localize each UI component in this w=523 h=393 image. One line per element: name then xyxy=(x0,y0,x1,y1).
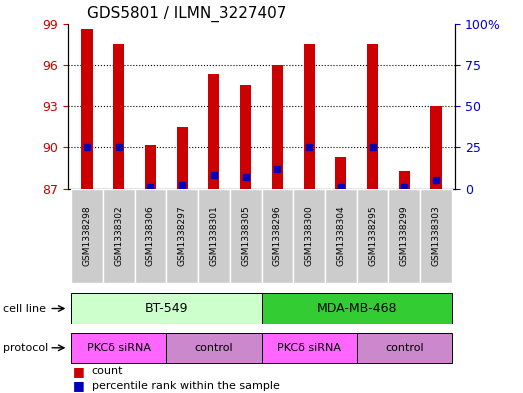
Text: protocol: protocol xyxy=(3,343,48,353)
Bar xyxy=(430,106,441,189)
Text: GSM1338295: GSM1338295 xyxy=(368,206,377,266)
Bar xyxy=(262,333,357,363)
Bar xyxy=(145,145,156,189)
Bar xyxy=(198,189,230,283)
Bar xyxy=(357,333,452,363)
Bar xyxy=(367,44,378,189)
Bar xyxy=(71,333,166,363)
Bar xyxy=(420,189,452,283)
Text: GSM1338306: GSM1338306 xyxy=(146,206,155,266)
Bar xyxy=(293,189,325,283)
Bar xyxy=(177,127,188,189)
Bar xyxy=(272,65,283,189)
Text: MDA-MB-468: MDA-MB-468 xyxy=(316,302,397,315)
Bar xyxy=(230,189,262,283)
Text: GSM1338304: GSM1338304 xyxy=(336,206,345,266)
Text: percentile rank within the sample: percentile rank within the sample xyxy=(92,381,279,391)
Text: GSM1338297: GSM1338297 xyxy=(178,206,187,266)
Bar xyxy=(389,189,420,283)
Text: GSM1338305: GSM1338305 xyxy=(241,206,250,266)
Bar xyxy=(357,189,389,283)
Text: count: count xyxy=(92,366,123,376)
Bar xyxy=(71,294,262,323)
Bar xyxy=(71,189,103,283)
Text: GSM1338298: GSM1338298 xyxy=(83,206,92,266)
Bar xyxy=(208,75,220,189)
Text: ■: ■ xyxy=(73,379,85,393)
Bar xyxy=(166,189,198,283)
Text: GSM1338303: GSM1338303 xyxy=(431,206,440,266)
Text: PKCδ siRNA: PKCδ siRNA xyxy=(277,343,341,353)
Text: cell line: cell line xyxy=(3,303,46,314)
Bar xyxy=(262,294,452,323)
Text: ■: ■ xyxy=(73,365,85,378)
Bar xyxy=(82,29,93,189)
Text: PKCδ siRNA: PKCδ siRNA xyxy=(87,343,151,353)
Bar xyxy=(240,86,251,189)
Text: GDS5801 / ILMN_3227407: GDS5801 / ILMN_3227407 xyxy=(87,6,287,22)
Text: GSM1338299: GSM1338299 xyxy=(400,206,409,266)
Text: BT-549: BT-549 xyxy=(144,302,188,315)
Bar xyxy=(325,189,357,283)
Bar xyxy=(262,189,293,283)
Bar xyxy=(103,189,134,283)
Text: control: control xyxy=(385,343,424,353)
Text: GSM1338296: GSM1338296 xyxy=(273,206,282,266)
Text: GSM1338300: GSM1338300 xyxy=(304,206,314,266)
Bar xyxy=(399,171,410,189)
Text: GSM1338301: GSM1338301 xyxy=(209,206,219,266)
Bar xyxy=(303,44,315,189)
Bar xyxy=(335,157,346,189)
Text: control: control xyxy=(195,343,233,353)
Bar xyxy=(113,44,124,189)
Bar xyxy=(134,189,166,283)
Text: GSM1338302: GSM1338302 xyxy=(114,206,123,266)
Bar xyxy=(166,333,262,363)
